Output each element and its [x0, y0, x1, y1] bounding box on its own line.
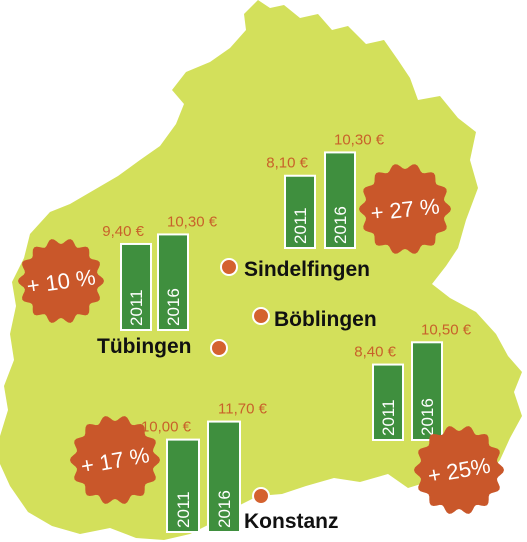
price-label: 10,50 € — [421, 321, 472, 338]
bar-year-label: 2016 — [164, 288, 183, 326]
bar-2016 — [324, 151, 356, 249]
city-dot-sindelfingen — [220, 258, 238, 276]
price-label: 10,30 € — [167, 213, 218, 230]
bar-year-label: 2016 — [418, 398, 437, 436]
change-badge: + 25% — [414, 426, 504, 514]
bar-2016 — [207, 420, 241, 533]
price-label: 8,10 € — [266, 155, 308, 172]
bar-year-label: 2011 — [291, 207, 310, 244]
badge-seal — [414, 426, 504, 514]
bar-2016 — [157, 233, 189, 331]
price-chart-boeblingen-area: 2011 8,40 € 2016 10,50 € + 25% — [354, 321, 504, 514]
bar-2011 — [284, 174, 316, 250]
city-label-tuebingen: Tübingen — [97, 335, 191, 358]
price-label: 10,30 € — [334, 131, 385, 148]
bar-2011 — [166, 438, 200, 534]
city-label-konstanz: Konstanz — [244, 510, 339, 533]
bar-2016 — [411, 341, 443, 441]
bar-year-label: 2016 — [215, 490, 234, 528]
change-badge: + 17 % — [70, 416, 160, 504]
price-label: 10,00 € — [141, 419, 192, 436]
change-badge: + 10 % — [18, 239, 104, 323]
city-dot-konstanz — [252, 487, 270, 505]
price-label: 8,40 € — [354, 344, 396, 361]
bar-year-label: 2016 — [331, 206, 350, 244]
change-badge: + 27 % — [359, 164, 451, 254]
price-chart-sindelfingen-area: 2011 8,10 € 2016 10,30 € + 27 % — [266, 131, 451, 254]
price-chart-konstanz-area: 2011 10,00 € 2016 11,70 € + 17 % — [70, 401, 268, 534]
price-label: 9,40 € — [102, 223, 144, 240]
badge-seal — [18, 239, 104, 323]
badge-seal — [359, 164, 451, 254]
price-chart-tuebingen-area: 2011 9,40 € 2016 10,30 € + 10 % — [18, 213, 218, 332]
city-label-sindelfingen: Sindelfingen — [244, 258, 370, 281]
price-label: 11,70 € — [218, 401, 268, 418]
city-label-boeblingen: Böblingen — [274, 308, 377, 331]
city-dot-boeblingen — [252, 307, 270, 325]
bar-year-label: 2011 — [174, 491, 193, 528]
bar-year-label: 2011 — [379, 399, 398, 436]
city-dot-tuebingen — [210, 339, 228, 357]
bar-year-label: 2011 — [127, 289, 146, 326]
bar-2011 — [120, 242, 152, 332]
badge-seal — [70, 416, 160, 504]
bar-2011 — [372, 363, 404, 441]
